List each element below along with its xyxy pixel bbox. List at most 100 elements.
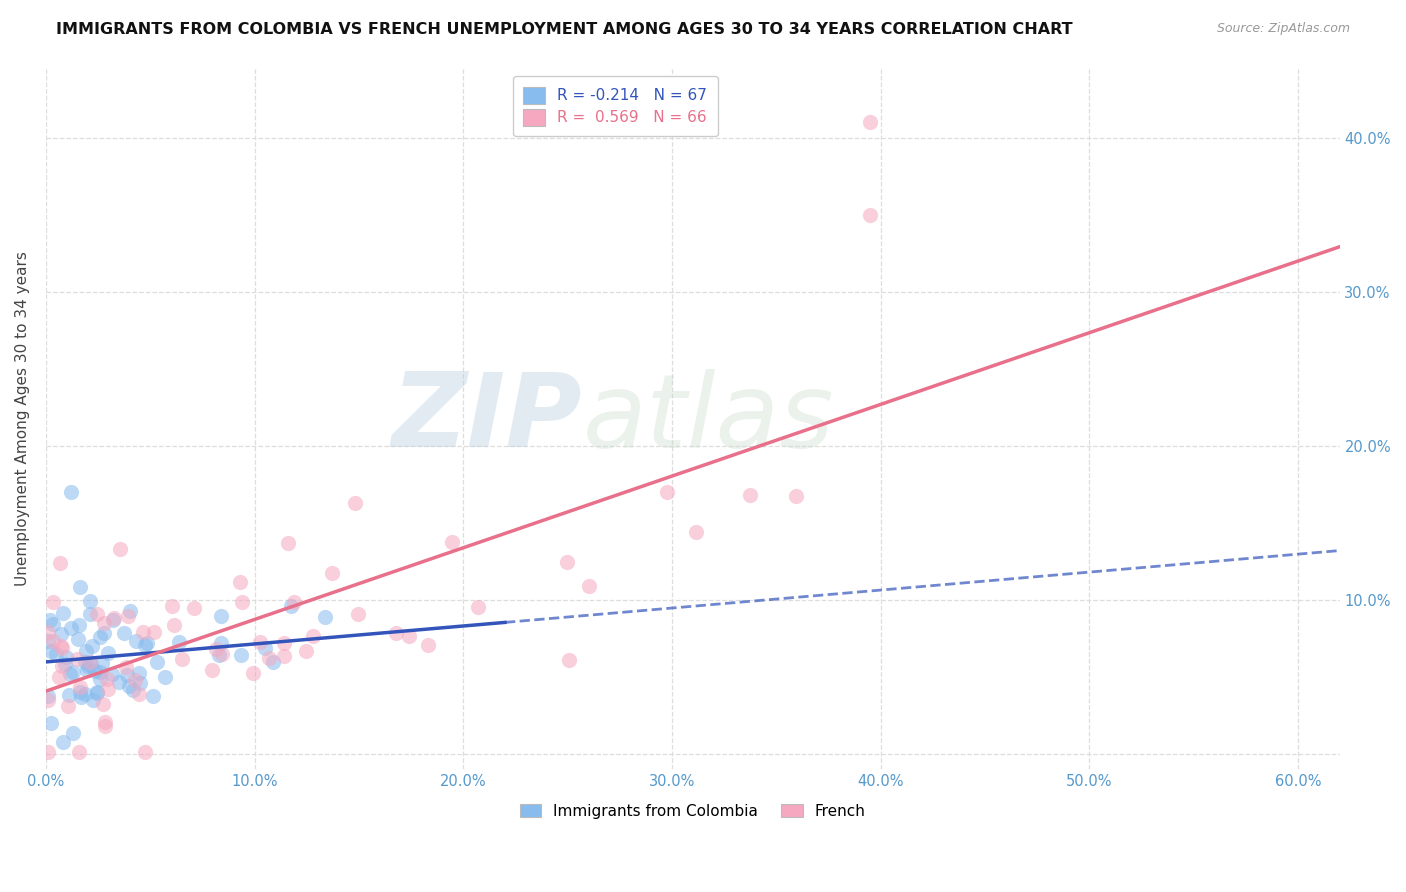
- Y-axis label: Unemployment Among Ages 30 to 34 years: Unemployment Among Ages 30 to 34 years: [15, 252, 30, 586]
- Point: [42, 617, 65, 632]
- Point: [280, 599, 302, 614]
- Point: [58, 667, 80, 681]
- Point: [67, 618, 90, 632]
- Point: [738, 488, 761, 502]
- Point: [79, 594, 101, 608]
- Point: [128, 687, 150, 701]
- Text: IMMIGRANTS FROM COLOMBIA VS FRENCH UNEMPLOYMENT AMONG AGES 30 TO 34 YEARS CORREL: IMMIGRANTS FROM COLOMBIA VS FRENCH UNEMP…: [56, 22, 1073, 37]
- Point: [115, 660, 138, 674]
- Point: [91, 656, 114, 670]
- Point: [558, 652, 581, 666]
- Point: [97, 682, 120, 697]
- Point: [66, 632, 89, 647]
- Point: [93, 626, 115, 640]
- Point: [108, 542, 131, 557]
- Point: [124, 673, 146, 687]
- Point: [55, 650, 77, 665]
- Point: [45, 647, 67, 661]
- Point: [134, 745, 156, 759]
- Point: [160, 599, 183, 613]
- Point: [112, 625, 135, 640]
- Point: [231, 595, 253, 609]
- Point: [59, 622, 82, 636]
- Point: [86, 607, 108, 621]
- Point: [70, 690, 93, 704]
- Point: [398, 629, 420, 643]
- Point: [49, 627, 72, 641]
- Point: [75, 655, 97, 669]
- Point: [142, 689, 165, 703]
- Point: [80, 640, 103, 654]
- Point: [204, 641, 226, 656]
- Point: [211, 636, 233, 650]
- Point: [416, 639, 439, 653]
- Point: [314, 610, 336, 624]
- Point: [69, 685, 91, 699]
- Point: [69, 680, 91, 694]
- Point: [253, 640, 276, 655]
- Point: [145, 656, 167, 670]
- Point: [273, 648, 295, 663]
- Point: [136, 636, 159, 650]
- Point: [39, 613, 62, 627]
- Point: [37, 689, 59, 703]
- Point: [80, 657, 103, 672]
- Point: [62, 665, 84, 680]
- Point: [91, 697, 114, 711]
- Point: [93, 615, 115, 630]
- Point: [37, 745, 59, 759]
- Point: [49, 556, 72, 570]
- Point: [859, 115, 882, 129]
- Point: [859, 208, 882, 222]
- Point: [69, 580, 91, 594]
- Point: [467, 600, 489, 615]
- Point: [103, 611, 125, 625]
- Point: [77, 659, 100, 673]
- Point: [82, 693, 104, 707]
- Point: [53, 657, 76, 671]
- Point: [108, 675, 131, 690]
- Point: [257, 651, 280, 665]
- Point: [134, 638, 156, 652]
- Point: [89, 672, 111, 686]
- Point: [75, 644, 97, 658]
- Point: [94, 718, 117, 732]
- Point: [37, 633, 59, 648]
- Point: [56, 699, 79, 714]
- Point: [37, 693, 59, 707]
- Point: [128, 666, 150, 681]
- Point: [73, 687, 96, 701]
- Point: [321, 566, 343, 581]
- Point: [101, 613, 124, 627]
- Point: [277, 535, 299, 549]
- Point: [343, 496, 366, 510]
- Point: [346, 607, 368, 622]
- Point: [76, 663, 98, 677]
- Point: [183, 601, 205, 615]
- Text: atlas: atlas: [583, 369, 834, 469]
- Point: [58, 688, 80, 702]
- Point: [52, 606, 75, 620]
- Point: [273, 636, 295, 650]
- Point: [128, 676, 150, 690]
- Point: [295, 644, 318, 658]
- Point: [89, 631, 111, 645]
- Point: [42, 633, 65, 648]
- Point: [122, 683, 145, 698]
- Point: [49, 639, 72, 653]
- Point: [67, 745, 90, 759]
- Point: [228, 575, 250, 590]
- Point: [231, 648, 253, 662]
- Point: [94, 715, 117, 730]
- Point: [249, 635, 271, 649]
- Point: [211, 647, 233, 661]
- Point: [79, 656, 101, 670]
- Point: [117, 609, 139, 624]
- Point: [153, 670, 176, 684]
- Point: [578, 579, 600, 593]
- Point: [60, 485, 83, 500]
- Point: [242, 666, 264, 681]
- Point: [51, 640, 73, 655]
- Point: [84, 664, 107, 678]
- Point: [302, 630, 325, 644]
